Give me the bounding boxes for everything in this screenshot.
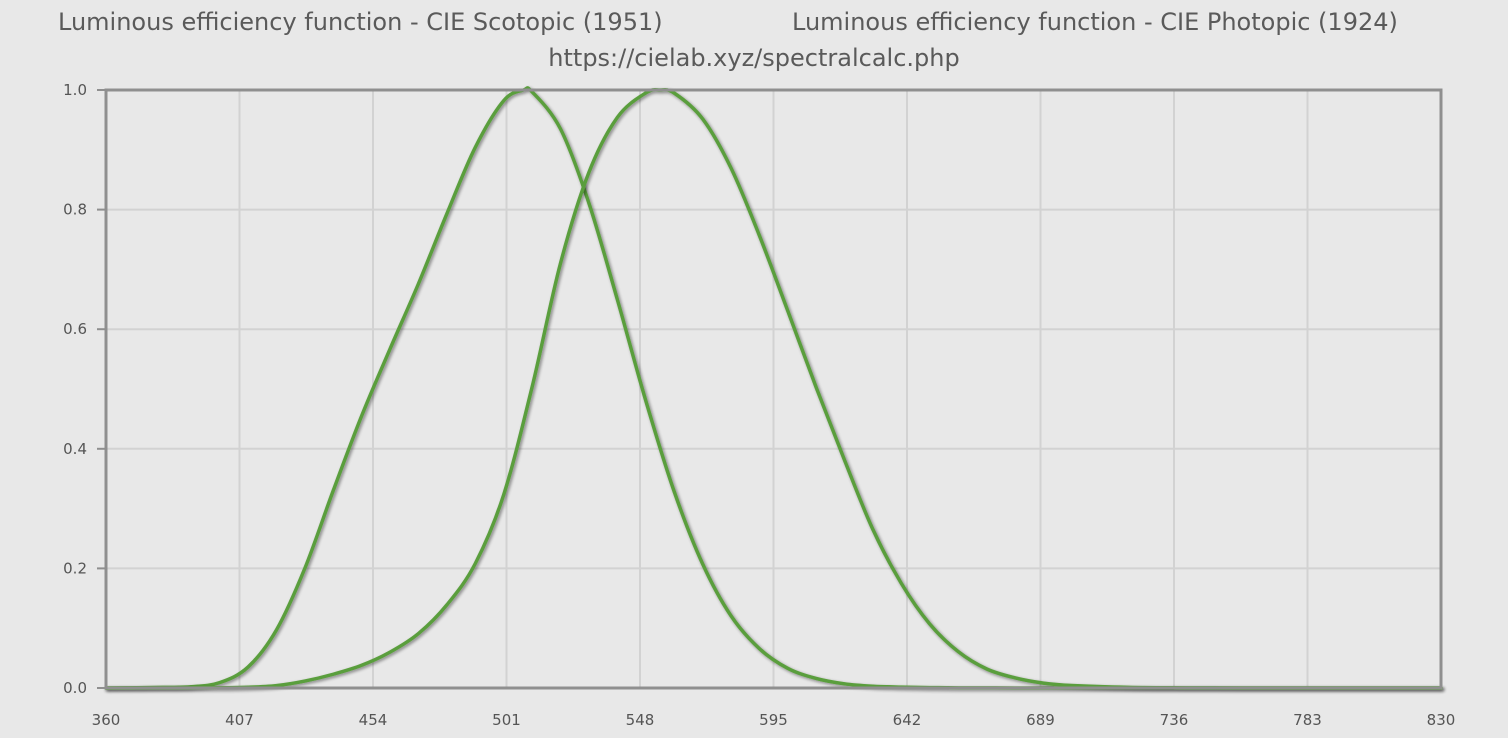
y-tick-label: 0.8 <box>63 201 87 219</box>
y-tick-label: 0.6 <box>63 320 87 338</box>
grid <box>105 89 1442 689</box>
x-tick-label: 501 <box>492 711 521 729</box>
x-tick-label: 830 <box>1427 711 1456 729</box>
x-tick-label: 783 <box>1293 711 1322 729</box>
y-tick-label: 0.4 <box>63 440 87 458</box>
x-tick-label: 454 <box>359 711 388 729</box>
x-tick-label: 595 <box>759 711 788 729</box>
x-tick-label: 548 <box>626 711 655 729</box>
x-tick-label: 360 <box>92 711 121 729</box>
plot-frame <box>104 88 1443 690</box>
y-tick-label: 0.2 <box>63 559 87 577</box>
x-tick-label: 407 <box>225 711 254 729</box>
x-axis-ticks: 360 407 454 501 548 595 642 689 736 783 830 <box>92 711 1456 729</box>
plot-border <box>104 88 1443 690</box>
x-tick-label: 736 <box>1160 711 1189 729</box>
y-tick-label: 1.0 <box>63 81 87 99</box>
x-tick-label: 642 <box>893 711 922 729</box>
chart-source-url: https://cielab.xyz/spectralcalc.php <box>548 44 960 72</box>
y-tick-label: 0.0 <box>63 679 87 697</box>
chart-title-photopic: Luminous efficiency function - CIE Photo… <box>792 8 1398 36</box>
x-tick-label: 689 <box>1026 711 1055 729</box>
y-axis-ticks: 0.0 0.2 0.4 0.6 0.8 1.0 <box>63 81 106 697</box>
chart-title-scotopic: Luminous efficiency function - CIE Scoto… <box>58 8 663 36</box>
